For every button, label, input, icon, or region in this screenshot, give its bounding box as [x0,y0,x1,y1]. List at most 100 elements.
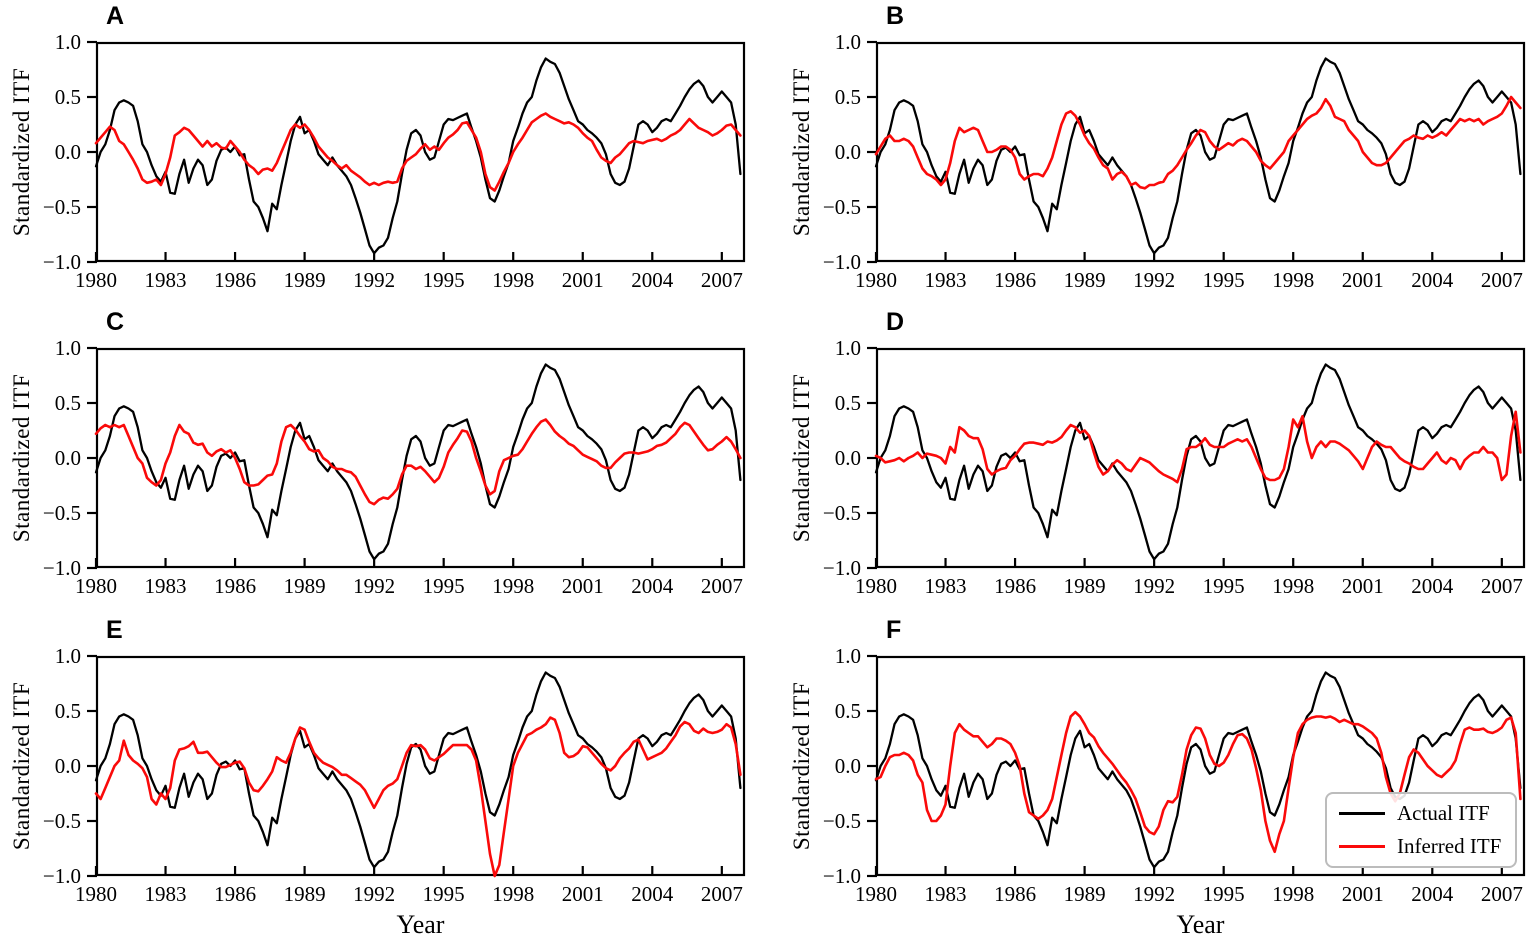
plot-area-b: 1980 1983 1986 1989 1992 1995 1998 2001 2004 2007… [823,30,1526,292]
svg-text:0.5: 0.5 [55,85,81,109]
svg-text:1995: 1995 [1203,268,1245,292]
svg-text:−1.0: −1.0 [43,864,81,888]
svg-text:1998: 1998 [1272,574,1314,598]
svg-text:1986: 1986 [994,268,1036,292]
svg-text:1.0: 1.0 [55,30,81,54]
panel-letter-a: A [106,2,125,30]
svg-text:1986: 1986 [994,882,1036,906]
svg-text:1995: 1995 [423,882,465,906]
panel-c: C Standardized ITF 1980 1983 1986 1989 1992 1… [0,306,755,613]
legend-label-actual: Actual ITF [1397,801,1490,825]
svg-text:0.0: 0.0 [55,446,81,470]
svg-text:0.5: 0.5 [835,85,861,109]
svg-text:2001: 2001 [1342,268,1384,292]
svg-text:2001: 2001 [562,268,604,292]
svg-text:1986: 1986 [994,574,1036,598]
svg-text:1995: 1995 [1203,574,1245,598]
svg-text:1989: 1989 [284,882,326,906]
panel-letter-c: C [106,308,125,336]
svg-text:1980: 1980 [75,882,117,906]
svg-text:2001: 2001 [1342,882,1384,906]
svg-text:0.0: 0.0 [55,140,81,164]
svg-text:−0.5: −0.5 [43,501,81,525]
svg-text:0.5: 0.5 [835,699,861,723]
svg-text:1995: 1995 [423,268,465,292]
svg-text:1980: 1980 [855,574,897,598]
svg-text:1983: 1983 [925,882,967,906]
svg-text:2004: 2004 [1411,882,1454,906]
plot-area-a: 1980 1983 1986 1989 1992 1995 1998 2001 2004 2007… [43,30,746,292]
svg-text:2001: 2001 [1342,574,1384,598]
y-axis-label: Standardized ITF [789,67,814,237]
svg-text:1980: 1980 [855,268,897,292]
y-axis-label: Standardized ITF [789,681,814,851]
svg-text:1995: 1995 [423,574,465,598]
svg-text:1986: 1986 [214,574,256,598]
svg-text:−0.5: −0.5 [823,501,861,525]
svg-text:1983: 1983 [145,268,187,292]
legend-entry-actual: Actual ITF [1339,801,1505,826]
svg-text:1992: 1992 [1133,574,1175,598]
plot-area-d: 1980 1983 1986 1989 1992 1995 1998 2001 2004 2007… [823,336,1526,598]
svg-text:2007: 2007 [701,882,743,906]
svg-text:2007: 2007 [1481,574,1523,598]
plot-area-f: 1980 1983 1986 1989 1992 1995 1998 2001 2004 2007… [823,644,1526,906]
svg-text:2007: 2007 [701,268,743,292]
svg-text:2007: 2007 [701,574,743,598]
legend: Actual ITF Inferred ITF [1325,792,1517,868]
svg-text:2004: 2004 [1411,268,1454,292]
svg-text:1998: 1998 [492,268,534,292]
svg-text:1992: 1992 [1133,268,1175,292]
panel-letter-f: F [886,616,902,644]
y-axis-label: Standardized ITF [9,681,34,851]
svg-text:1986: 1986 [214,882,256,906]
panel-letter-d: D [886,308,905,336]
svg-text:0.0: 0.0 [835,140,861,164]
svg-text:−1.0: −1.0 [43,250,81,274]
svg-text:1992: 1992 [353,574,395,598]
svg-text:−1.0: −1.0 [823,864,861,888]
svg-text:−0.5: −0.5 [43,195,81,219]
plot-area-c: 1980 1983 1986 1989 1992 1995 1998 2001 2004 2007… [43,336,746,598]
plot-area-e: 1980 1983 1986 1989 1992 1995 1998 2001 2004 2007… [43,644,746,906]
svg-text:1983: 1983 [145,882,187,906]
svg-text:1995: 1995 [1203,882,1245,906]
svg-text:2004: 2004 [631,882,674,906]
svg-text:1992: 1992 [353,268,395,292]
svg-text:2001: 2001 [562,574,604,598]
svg-text:1.0: 1.0 [835,30,861,54]
svg-text:2004: 2004 [631,574,674,598]
svg-text:1989: 1989 [1064,268,1106,292]
svg-text:0.5: 0.5 [835,391,861,415]
svg-text:−1.0: −1.0 [823,250,861,274]
svg-text:1.0: 1.0 [835,336,861,360]
svg-text:1.0: 1.0 [55,644,81,668]
svg-text:1983: 1983 [145,574,187,598]
svg-text:1989: 1989 [1064,882,1106,906]
svg-text:1989: 1989 [284,268,326,292]
svg-text:1980: 1980 [75,268,117,292]
svg-text:1998: 1998 [492,574,534,598]
svg-text:1992: 1992 [1133,882,1175,906]
svg-text:−0.5: −0.5 [43,809,81,833]
svg-text:1998: 1998 [1272,268,1314,292]
svg-text:0.0: 0.0 [55,754,81,778]
panel-b: B Standardized ITF 1980 1983 1986 1989 1992 1… [780,0,1535,307]
svg-text:1998: 1998 [492,882,534,906]
actual-itf-line-swatch [1339,812,1385,815]
svg-text:2007: 2007 [1481,882,1523,906]
panel-d: D Standardized ITF 1980 1983 1986 1989 1992 1… [780,306,1535,613]
svg-text:1992: 1992 [353,882,395,906]
svg-text:2004: 2004 [1411,574,1454,598]
inferred-itf-line-swatch [1339,845,1385,848]
svg-text:2004: 2004 [631,268,674,292]
panel-letter-b: B [886,2,905,30]
svg-text:2007: 2007 [1481,268,1523,292]
svg-text:−1.0: −1.0 [43,556,81,580]
svg-text:2001: 2001 [562,882,604,906]
svg-text:1.0: 1.0 [55,336,81,360]
y-axis-label: Standardized ITF [789,373,814,543]
x-axis-title: Year [1176,910,1225,939]
svg-text:1.0: 1.0 [835,644,861,668]
x-axis-title: Year [396,910,445,939]
